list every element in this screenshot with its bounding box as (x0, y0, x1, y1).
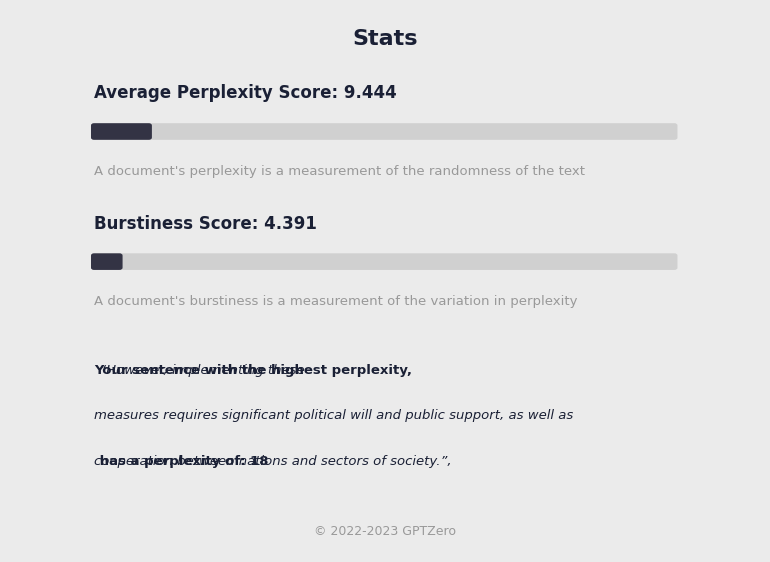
Text: A document's burstiness is a measurement of the variation in perplexity: A document's burstiness is a measurement… (94, 295, 578, 308)
FancyBboxPatch shape (91, 253, 122, 270)
FancyBboxPatch shape (91, 123, 678, 140)
Text: Burstiness Score: 4.391: Burstiness Score: 4.391 (94, 215, 317, 233)
Text: Your sentence with the highest perplexity,: Your sentence with the highest perplexit… (94, 364, 412, 377)
FancyBboxPatch shape (91, 123, 152, 140)
FancyBboxPatch shape (91, 253, 678, 270)
Text: Stats: Stats (352, 29, 418, 49)
Text: has a perplexity of: 18: has a perplexity of: 18 (95, 455, 269, 468)
Text: “However, implementing these: “However, implementing these (95, 364, 305, 377)
Text: A document's perplexity is a measurement of the randomness of the text: A document's perplexity is a measurement… (94, 165, 585, 178)
Text: measures requires significant political will and public support, as well as: measures requires significant political … (94, 410, 574, 423)
Text: Average Perplexity Score: 9.444: Average Perplexity Score: 9.444 (94, 84, 397, 102)
Text: © 2022-2023 GPTZero: © 2022-2023 GPTZero (314, 525, 456, 538)
Text: cooperation between nations and sectors of society.”,: cooperation between nations and sectors … (94, 455, 452, 468)
